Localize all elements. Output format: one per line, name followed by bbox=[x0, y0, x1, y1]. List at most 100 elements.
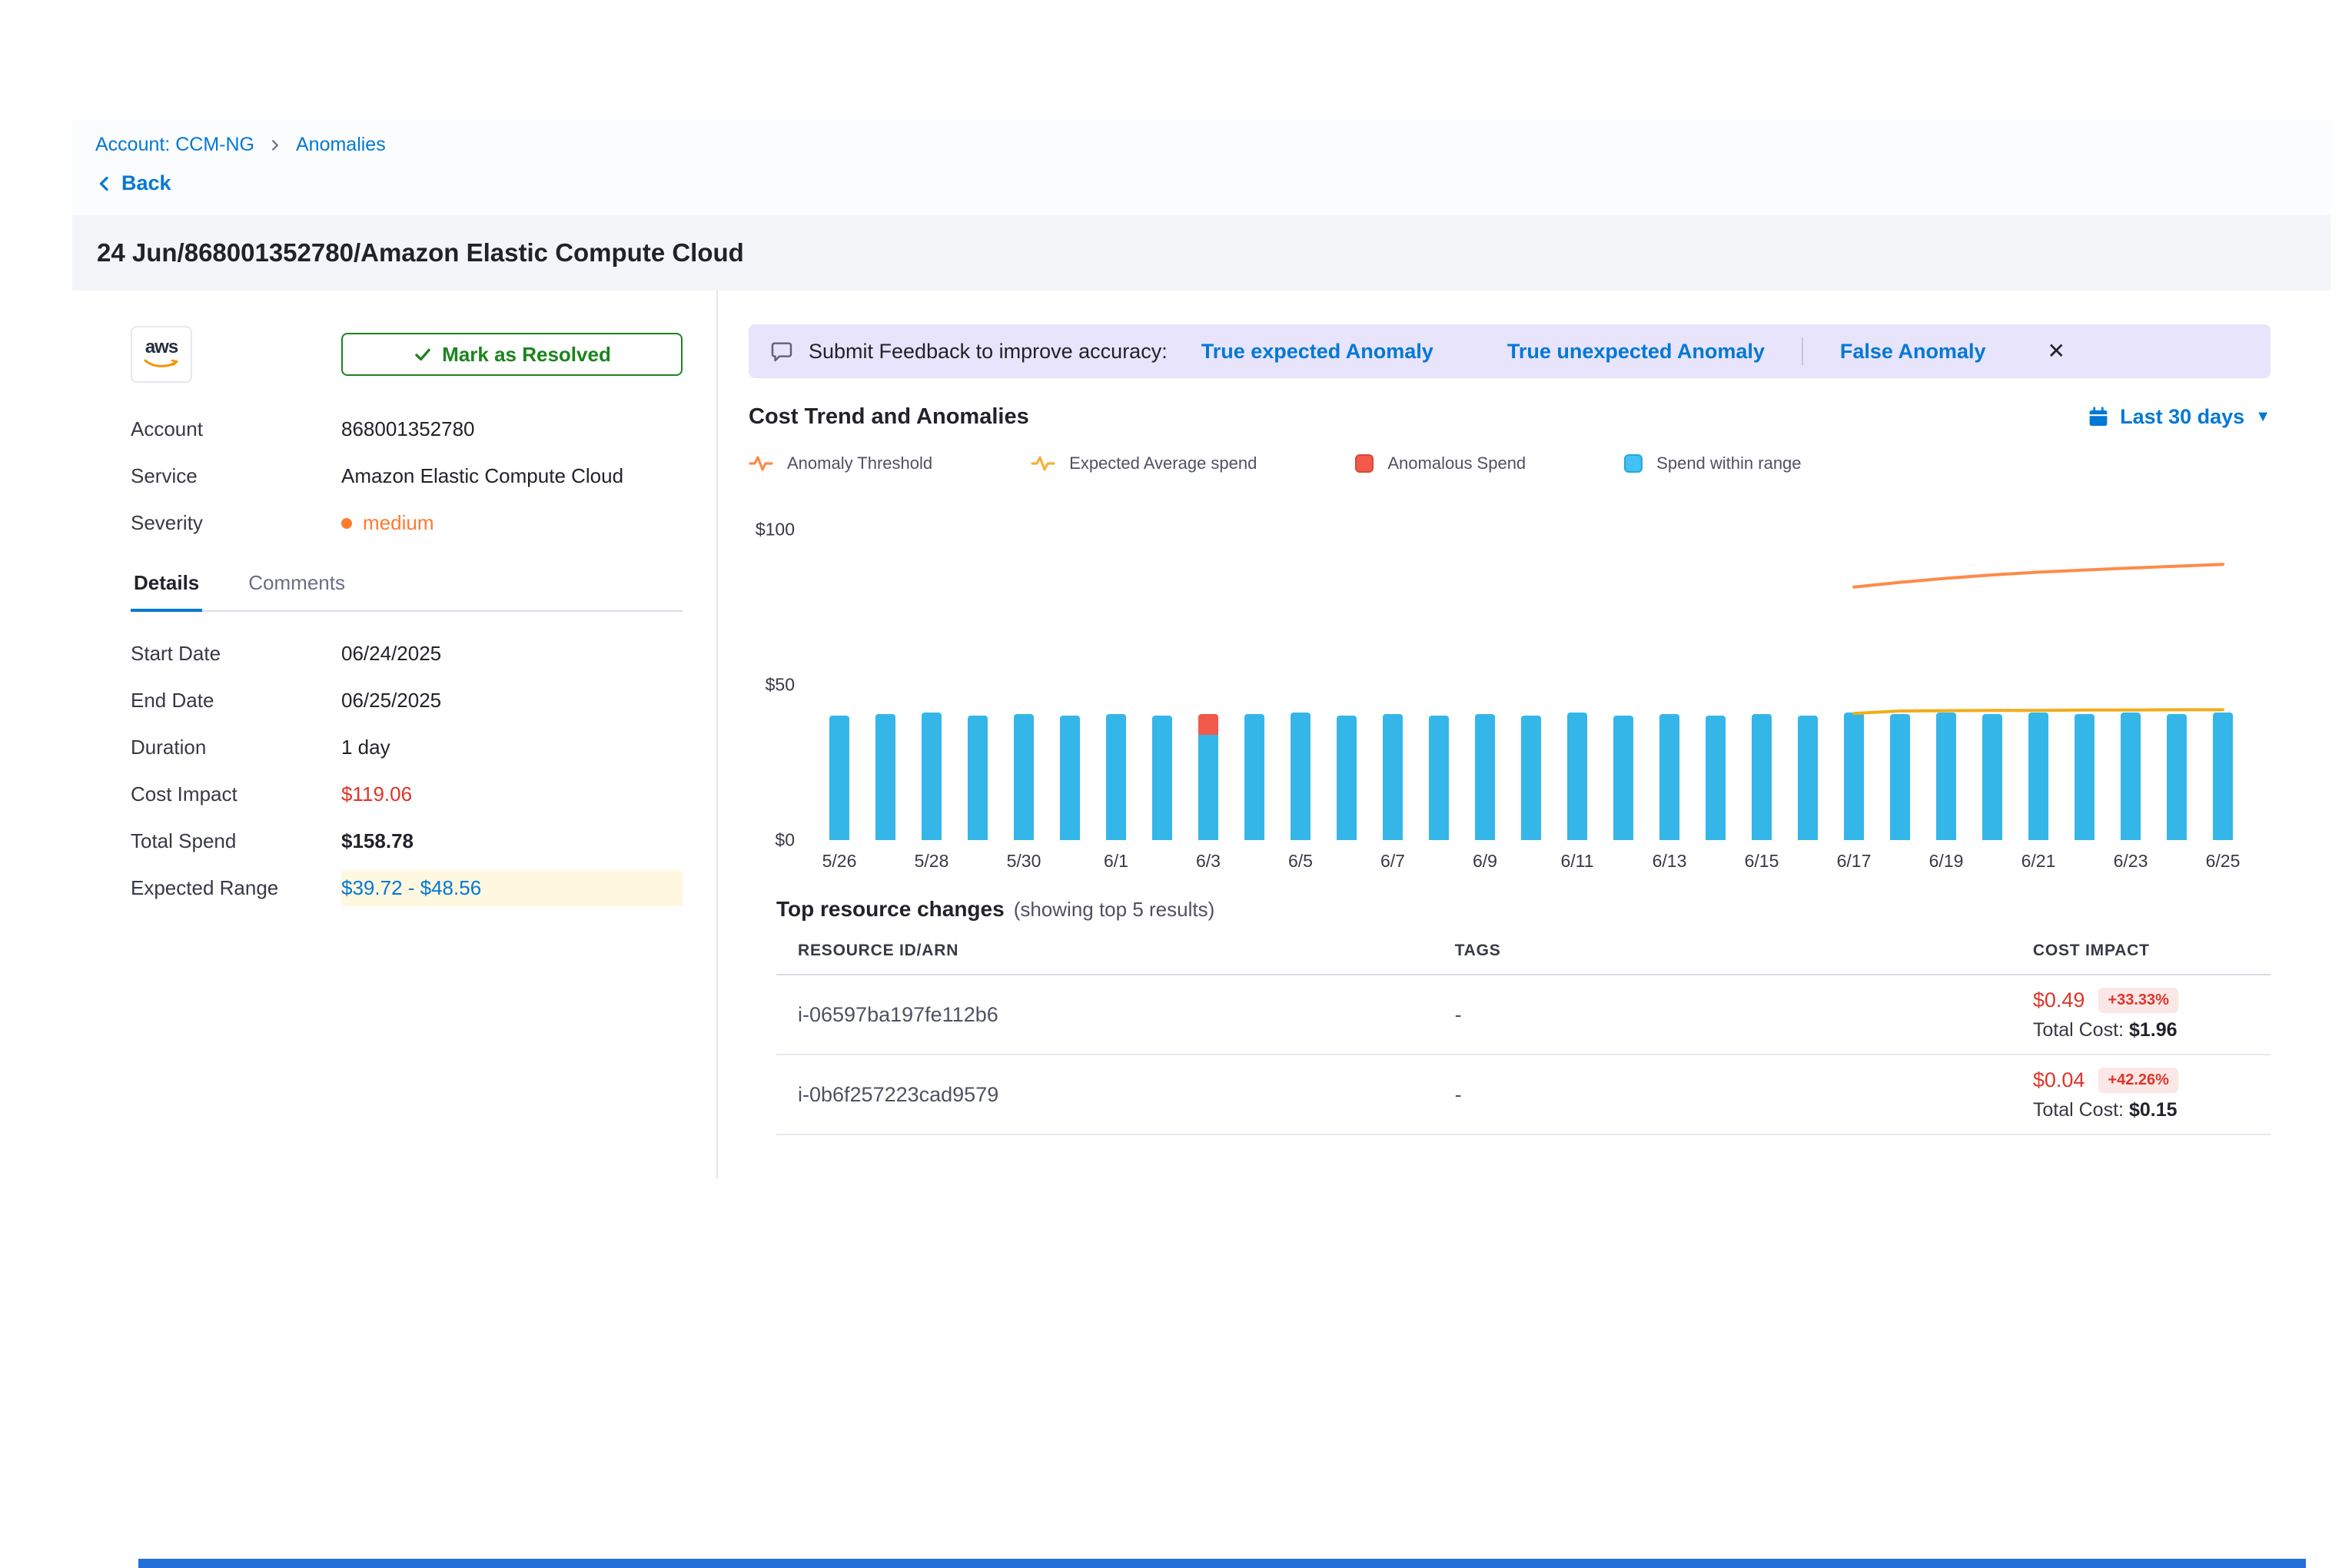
tab-comments[interactable]: Comments bbox=[248, 571, 345, 594]
detail-row-total-spend: Total Spend $158.78 bbox=[131, 818, 683, 865]
x-tick: 6/17 bbox=[1836, 851, 1872, 871]
breadcrumb-account-link[interactable]: Account: CCM-NG bbox=[95, 134, 254, 155]
bar-6/2 bbox=[1139, 530, 1185, 840]
resource-id: i-06597ba197fe112b6 bbox=[798, 1002, 998, 1026]
table-row: i-06597ba197fe112b6 - $0.49 +33.33% Tota… bbox=[776, 975, 2271, 1055]
feedback-banner: Submit Feedback to improve accuracy: Tru… bbox=[749, 324, 2271, 378]
detail-label: Total Spend bbox=[131, 829, 237, 852]
feedback-false-anomaly-link[interactable]: False Anomaly bbox=[1839, 339, 1986, 363]
anomaly-summary-panel: aws Mark as Resolved Account 86800135278… bbox=[95, 291, 718, 1179]
feedback-true-expected-link[interactable]: True expected Anomaly bbox=[1201, 339, 1433, 363]
y-tick-100: $100 bbox=[755, 519, 795, 540]
bar-6/13 bbox=[1646, 530, 1693, 840]
bar-6/9 bbox=[1462, 530, 1508, 840]
x-tick bbox=[1877, 851, 1923, 872]
legend-label: Expected Average spend bbox=[1069, 453, 1257, 473]
bar-6/7 bbox=[1370, 530, 1416, 840]
service-value: Amazon Elastic Compute Cloud bbox=[341, 464, 624, 487]
y-tick-50: $50 bbox=[765, 674, 795, 695]
x-tick: 6/25 bbox=[2205, 851, 2241, 871]
x-tick: 5/26 bbox=[822, 851, 857, 871]
bar-5/30 bbox=[1001, 530, 1047, 840]
cost-impact-delta-badge: +33.33% bbox=[2098, 988, 2178, 1013]
x-tick bbox=[1693, 851, 1739, 872]
cost-impact-amount: $0.49 bbox=[2032, 988, 2085, 1012]
x-tick bbox=[1324, 851, 1370, 872]
bar-6/10 bbox=[1508, 530, 1554, 840]
cost-impact-amount: $0.04 bbox=[2032, 1068, 2085, 1091]
resources-table-header: RESOURCE ID/ARN TAGS COST IMPACT bbox=[776, 942, 2271, 975]
bar-6/25 bbox=[2200, 530, 2246, 840]
detail-row-start-date: Start Date 06/24/2025 bbox=[131, 630, 683, 677]
x-tick: 6/21 bbox=[2021, 851, 2056, 871]
feedback-prompt: Submit Feedback to improve accuracy: bbox=[809, 339, 1168, 363]
detail-label: Duration bbox=[131, 736, 207, 759]
x-tick bbox=[1508, 851, 1554, 872]
x-tick bbox=[1785, 851, 1831, 872]
chart-legend: Anomaly Threshold Expected Average spend… bbox=[749, 453, 2271, 474]
bar-6/1 bbox=[1093, 530, 1139, 840]
legend-anomalous-spend: Anomalous Spend bbox=[1355, 453, 1526, 473]
spend-within-range-swatch-icon bbox=[1624, 454, 1643, 473]
detail-row-expected-range: Expected Range $39.72 - $48.56 bbox=[131, 865, 683, 912]
feedback-divider bbox=[1801, 337, 1803, 365]
breadcrumb-anomalies-link[interactable]: Anomalies bbox=[295, 134, 386, 155]
x-tick: 6/7 bbox=[1380, 851, 1405, 871]
x-tick: 6/13 bbox=[1652, 851, 1687, 871]
feedback-true-unexpected-link[interactable]: True unexpected Anomaly bbox=[1507, 339, 1765, 363]
header-area: Account: CCM-NG Anomalies Back bbox=[72, 120, 2330, 215]
aws-smile-icon bbox=[144, 359, 178, 367]
legend-label: Anomalous Spend bbox=[1387, 453, 1526, 473]
total-cost-value: $0.15 bbox=[2128, 1099, 2178, 1121]
total-cost-label: Total Cost: bbox=[2032, 1099, 2124, 1121]
anomalous-spend-swatch-icon bbox=[1355, 454, 1374, 473]
resources-title: Top resource changes bbox=[776, 897, 1005, 921]
chart-x-axis: 5/26 5/28 5/30 6/1 6/3 6/5 6/7 6/9 6/11 6/13 6/15 6… bbox=[816, 851, 2246, 872]
bar-6/11 bbox=[1554, 530, 1600, 840]
account-label: Account bbox=[131, 417, 203, 440]
tab-details[interactable]: Details bbox=[131, 571, 202, 611]
chat-bubble-icon bbox=[770, 340, 793, 363]
bar-6/24 bbox=[2154, 530, 2200, 840]
aws-logo: aws bbox=[131, 326, 192, 383]
x-tick: 6/9 bbox=[1473, 851, 1497, 871]
resources-subtitle: (showing top 5 results) bbox=[1013, 898, 1215, 921]
legend-anomaly-threshold: Anomaly Threshold bbox=[749, 453, 932, 474]
legend-expected-average: Expected Average spend bbox=[1031, 453, 1257, 474]
bar-6/20 bbox=[1969, 530, 2015, 840]
bar-6/23 bbox=[2108, 530, 2154, 840]
feedback-close-icon[interactable]: ✕ bbox=[2047, 339, 2065, 363]
x-tick: 6/23 bbox=[2113, 851, 2148, 871]
legend-label: Spend within range bbox=[1656, 453, 1802, 473]
cost-trend-chart: $100 $50 $0 5/26 5/28 5/30 6/1 6/3 6/5 6/7 6/9 6… bbox=[749, 520, 2271, 872]
mark-as-resolved-button[interactable]: Mark as Resolved bbox=[341, 333, 683, 376]
breadcrumb-chevron-icon bbox=[268, 138, 282, 152]
x-tick bbox=[1047, 851, 1093, 872]
bar-6/16 bbox=[1785, 530, 1831, 840]
bar-6/8 bbox=[1416, 530, 1462, 840]
bar-6/14 bbox=[1693, 530, 1739, 840]
bar-5/29 bbox=[955, 530, 1001, 840]
chart-title: Cost Trend and Anomalies bbox=[749, 404, 1029, 429]
bar-6/21 bbox=[2015, 530, 2061, 840]
table-row: i-0b6f257223cad9579 - $0.04 +42.26% Tota… bbox=[776, 1055, 2271, 1135]
severity-label: Severity bbox=[131, 511, 203, 534]
column-resource-id: RESOURCE ID/ARN bbox=[798, 942, 959, 959]
back-button[interactable]: Back bbox=[95, 171, 171, 195]
cost-impact-value: $119.06 bbox=[341, 782, 413, 806]
detail-label: Cost Impact bbox=[131, 782, 238, 806]
bar-6/6 bbox=[1324, 530, 1370, 840]
account-value: 868001352780 bbox=[341, 417, 475, 440]
x-tick bbox=[1969, 851, 2015, 872]
x-tick: 6/15 bbox=[1744, 851, 1779, 871]
x-tick: 6/19 bbox=[1928, 851, 1964, 871]
resource-tags: - bbox=[1454, 1082, 1462, 1106]
detail-label: End Date bbox=[131, 689, 214, 712]
expected-range-value: $39.72 - $48.56 bbox=[341, 870, 683, 906]
bar-5/31 bbox=[1047, 530, 1093, 840]
expected-average-line-icon bbox=[1031, 456, 1055, 471]
x-tick: 6/11 bbox=[1560, 851, 1594, 871]
resource-id: i-0b6f257223cad9579 bbox=[798, 1082, 999, 1106]
date-range-selector[interactable]: Last 30 days ▼ bbox=[2088, 405, 2271, 429]
detail-row-end-date: End Date 06/25/2025 bbox=[131, 677, 683, 724]
